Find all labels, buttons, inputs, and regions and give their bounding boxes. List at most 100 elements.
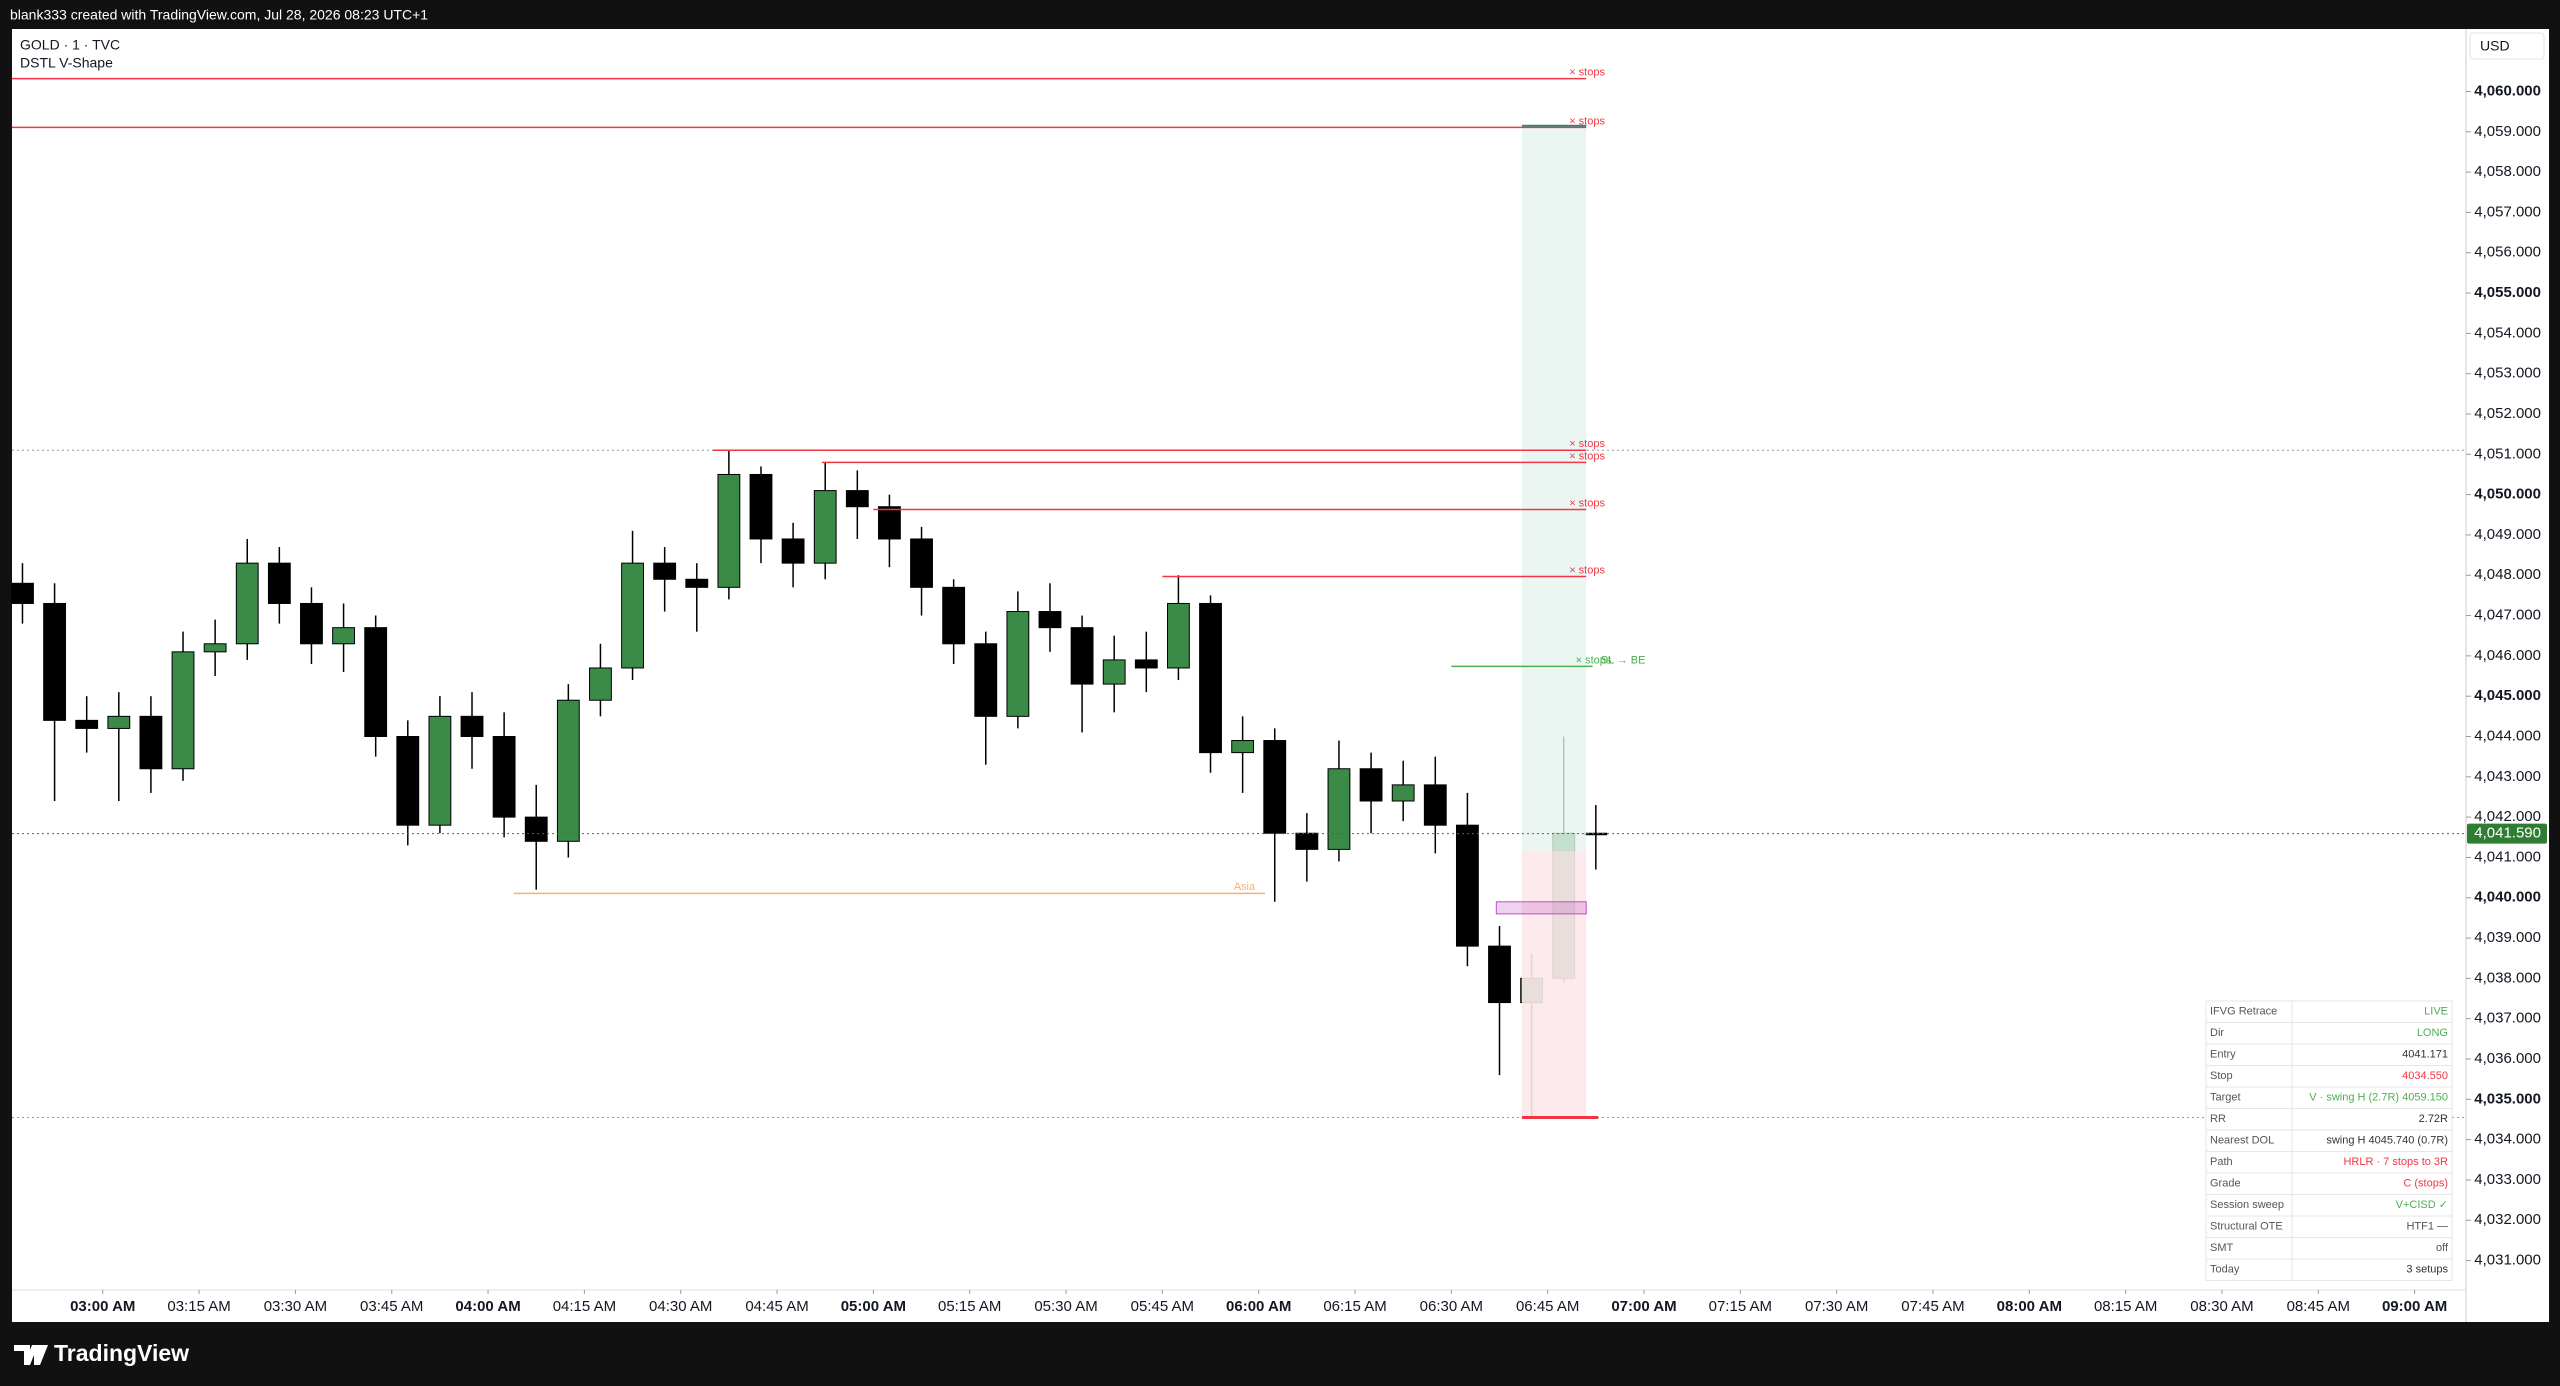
level-label: × stops xyxy=(1569,438,1605,450)
x-tick-label: 03:15 AM xyxy=(167,1298,230,1315)
x-tick-label: 06:00 AM xyxy=(1226,1298,1291,1315)
candle-body xyxy=(396,735,420,826)
x-tick-label: 05:30 AM xyxy=(1034,1298,1097,1315)
candle-body xyxy=(1327,768,1351,850)
table-value: V+CISD ✓ xyxy=(2396,1199,2448,1211)
table-row xyxy=(2205,1022,2453,1045)
candle-body xyxy=(1455,824,1479,947)
table-value: 4034.550 xyxy=(2402,1070,2448,1082)
candle-body xyxy=(1359,768,1383,802)
table-value: 3 setups xyxy=(2406,1264,2448,1276)
candle-body xyxy=(813,490,837,564)
currency: USD xyxy=(2480,38,2510,54)
last-price-box xyxy=(2467,823,2547,844)
candle-body xyxy=(1006,611,1030,717)
candle-body xyxy=(332,627,355,645)
symbol: GOLD · 1 · TVC xyxy=(20,37,120,53)
x-tick-label: 07:30 AM xyxy=(1805,1298,1868,1315)
last-price-label: 4,041.590 xyxy=(2474,825,2541,842)
table-label: Stop xyxy=(2210,1070,2233,1082)
y-tick-label: 4,035.000 xyxy=(2474,1090,2541,1107)
table-label: RR xyxy=(2210,1113,2226,1125)
candle-body xyxy=(1488,945,1511,1004)
table-label: Session sweep xyxy=(2210,1199,2284,1211)
candle-body xyxy=(1166,602,1190,669)
x-tick-label: 03:00 AM xyxy=(70,1298,135,1315)
y-tick-label: 4,056.000 xyxy=(2474,244,2541,261)
level-label: × stops xyxy=(1569,450,1605,462)
table-label: Grade xyxy=(2210,1178,2241,1190)
indicator: DSTL V-Shape xyxy=(20,55,113,71)
x-tick-label: 07:00 AM xyxy=(1611,1298,1676,1315)
candle-body xyxy=(300,602,323,645)
level-label: × stops xyxy=(1569,115,1605,127)
bottom-bar xyxy=(0,1322,2560,1386)
y-tick-label: 4,041.000 xyxy=(2474,848,2541,865)
candle-body xyxy=(1423,784,1447,826)
candle-body xyxy=(621,562,644,669)
candle-body xyxy=(235,562,259,645)
y-tick-label: 4,032.000 xyxy=(2474,1211,2541,1228)
brand-logo xyxy=(14,1345,48,1365)
candle-body xyxy=(43,602,67,721)
brand: TradingView xyxy=(54,1340,189,1366)
candle-body xyxy=(267,562,291,604)
y-tick-label: 4,043.000 xyxy=(2474,768,2541,785)
table-label: Dir xyxy=(2210,1027,2224,1039)
table-label: Entry xyxy=(2210,1049,2236,1061)
x-tick-label: 03:45 AM xyxy=(360,1298,423,1315)
candle-body xyxy=(1199,602,1222,754)
candle-body xyxy=(1231,740,1255,754)
table-value: swing H 4045.740 (0.7R) xyxy=(2326,1135,2448,1147)
y-tick-label: 4,046.000 xyxy=(2474,647,2541,664)
y-tick-label: 4,045.000 xyxy=(2474,687,2541,704)
candle-body xyxy=(75,719,99,729)
currency-box[interactable] xyxy=(2469,32,2545,60)
candle-body xyxy=(1295,832,1319,850)
target-zone xyxy=(1521,125,1587,851)
candle-body xyxy=(685,578,709,588)
x-tick-label: 08:15 AM xyxy=(2094,1298,2157,1315)
candle-body xyxy=(1391,784,1415,802)
candle-body xyxy=(1038,611,1062,629)
y-tick-label: 4,051.000 xyxy=(2474,445,2541,462)
x-tick-label: 08:00 AM xyxy=(1997,1298,2062,1315)
y-tick-label: 4,033.000 xyxy=(2474,1171,2541,1188)
x-tick-label: 04:00 AM xyxy=(455,1298,520,1315)
table-value: off xyxy=(2436,1242,2449,1254)
candle-body xyxy=(556,699,580,842)
level-label: × stops xyxy=(1569,66,1605,78)
x-tick-label: 05:45 AM xyxy=(1131,1298,1194,1315)
candle-body xyxy=(942,586,966,645)
x-tick-label: 05:00 AM xyxy=(841,1298,906,1315)
x-tick-label: 04:45 AM xyxy=(745,1298,808,1315)
y-tick-label: 4,036.000 xyxy=(2474,1050,2541,1067)
y-tick-label: 4,038.000 xyxy=(2474,969,2541,986)
level-label: × stops xyxy=(1569,564,1605,576)
y-tick-label: 4,059.000 xyxy=(2474,123,2541,140)
candle-body xyxy=(492,735,516,818)
x-tick-label: 08:45 AM xyxy=(2287,1298,2350,1315)
x-tick-label: 08:30 AM xyxy=(2190,1298,2253,1315)
x-tick-label: 07:15 AM xyxy=(1709,1298,1772,1315)
level-label: Asia xyxy=(1234,881,1256,893)
candle-body xyxy=(11,582,34,604)
x-tick-label: 07:45 AM xyxy=(1901,1298,1964,1315)
candle-body xyxy=(364,627,388,737)
top-bar xyxy=(0,0,2560,29)
y-tick-label: 4,057.000 xyxy=(2474,203,2541,220)
table-label: Path xyxy=(2210,1156,2233,1168)
table-value: LIVE xyxy=(2424,1006,2448,1018)
right-edge xyxy=(2549,29,2560,1322)
table-label: Today xyxy=(2210,1264,2240,1276)
table-value: 2.72R xyxy=(2419,1113,2448,1125)
candle-body xyxy=(1070,627,1094,685)
y-tick-label: 4,054.000 xyxy=(2474,324,2541,341)
y-tick-label: 4,040.000 xyxy=(2474,889,2541,906)
table-value: V · swing H (2.7R) 4059.150 xyxy=(2309,1092,2448,1104)
table-value: HTF1 — xyxy=(2406,1221,2448,1233)
y-tick-label: 4,044.000 xyxy=(2474,727,2541,744)
candle-body xyxy=(107,715,131,729)
